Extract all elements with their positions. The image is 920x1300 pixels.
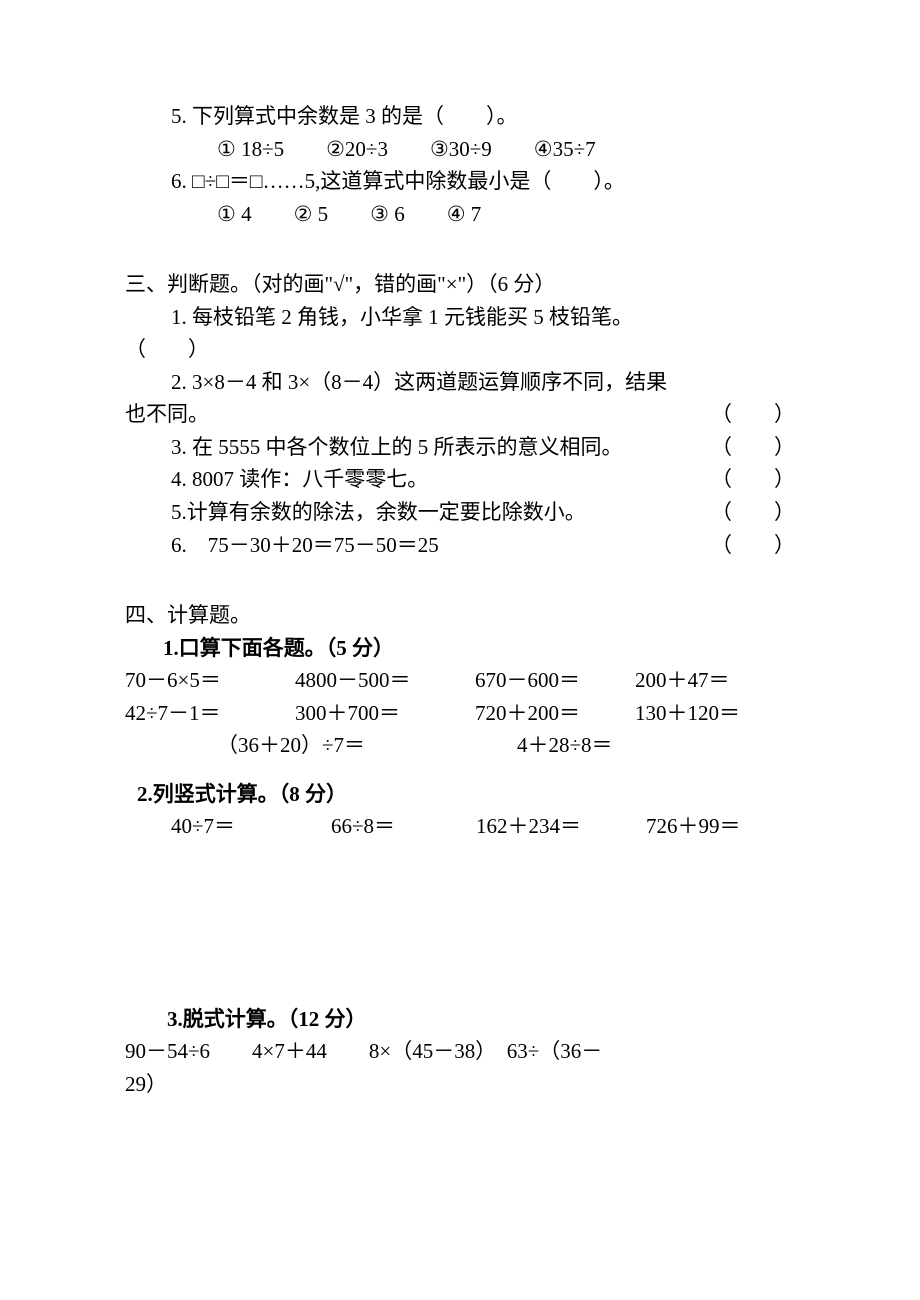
step-calc-line1: 90－54÷6 4×7＋44 8×（45－38） 63÷（36－	[125, 1035, 795, 1068]
judge-q1-line1: 1. 每枝铅笔 2 角钱，小华拿 1 元钱能买 5 枝铅笔。	[125, 301, 795, 334]
section-4-title: 四、计算题。	[125, 599, 795, 632]
section-4: 四、计算题。 1.口算下面各题。（5 分） 70－6×5＝ 4800－500＝ …	[125, 599, 795, 1100]
vcalc-4: 726＋99＝	[646, 810, 741, 843]
section-4-sub3-title: 3.脱式计算。（12 分）	[125, 1003, 795, 1036]
calc-2-2: 300＋700＝	[295, 697, 475, 730]
calc-3-2: 4＋28÷8＝	[517, 729, 613, 762]
vcalc-1: 40÷7＝	[171, 810, 331, 843]
calc-row-2: 42÷7－1＝ 300＋700＝ 720＋200＝ 130＋120＝	[125, 697, 795, 730]
judge-q6-text: 6. 75－30＋20＝75－50＝25	[171, 533, 439, 557]
judge-q2-line1: 2. 3×8－4 和 3×（8－4）这两道题运算顺序不同，结果	[125, 366, 795, 399]
judge-q3-text: 3. 在 5555 中各个数位上的 5 所表示的意义相同。	[171, 435, 623, 459]
question-5-stem: 5. 下列算式中余数是 3 的是（ ）。	[125, 100, 795, 133]
judge-q3-blank: （ ）	[711, 431, 795, 464]
calc-2-1: 42÷7－1＝	[125, 697, 295, 730]
step-calc-line2: 29）	[125, 1068, 795, 1101]
judge-q4: 4. 8007 读作：八千零零七。 （ ）	[125, 463, 795, 496]
section-4-sub2-title: 2.列竖式计算。（8 分）	[125, 778, 795, 811]
judge-q6-blank: （ ）	[711, 529, 795, 562]
question-6: 6. □÷□＝□……5,这道算式中除数最小是（ ）。 ① 4 ② 5 ③ 6 ④…	[125, 165, 795, 230]
calc-2-4: 130＋120＝	[635, 697, 795, 730]
judge-q2-blank: （ ）	[711, 398, 795, 431]
calc-row-3: （36＋20）÷7＝ 4＋28÷8＝	[125, 729, 795, 762]
judge-q5: 5.计算有余数的除法，余数一定要比除数小。 （ ）	[125, 496, 795, 529]
vcalc-3: 162＋234＝	[476, 810, 646, 843]
calc-1-1: 70－6×5＝	[125, 664, 295, 697]
judge-q5-text: 5.计算有余数的除法，余数一定要比除数小。	[171, 500, 586, 524]
section-3-title: 三、判断题。（对的画"√"，错的画"×"）（6 分）	[125, 268, 795, 301]
section-3: 三、判断题。（对的画"√"，错的画"×"）（6 分） 1. 每枝铅笔 2 角钱，…	[125, 268, 795, 561]
calc-row-1: 70－6×5＝ 4800－500＝ 670－600＝ 200＋47＝	[125, 664, 795, 697]
section-4-sub1-title: 1.口算下面各题。（5 分）	[125, 632, 795, 665]
judge-q6: 6. 75－30＋20＝75－50＝25 （ ）	[125, 529, 795, 562]
judge-q5-blank: （ ）	[711, 496, 795, 529]
question-5-choices: ① 18÷5 ②20÷3 ③30÷9 ④35÷7	[125, 133, 795, 166]
judge-q4-blank: （ ）	[711, 463, 795, 496]
judge-q3: 3. 在 5555 中各个数位上的 5 所表示的意义相同。 （ ）	[125, 431, 795, 464]
question-6-stem: 6. □÷□＝□……5,这道算式中除数最小是（ ）。	[125, 165, 795, 198]
judge-q4-text: 4. 8007 读作：八千零零七。	[171, 467, 428, 491]
judge-q2-text: 也不同。	[125, 402, 209, 426]
judge-q1-line2: （ ）	[125, 333, 795, 366]
question-6-choices: ① 4 ② 5 ③ 6 ④ 7	[125, 198, 795, 231]
calc-3-1: （36＋20）÷7＝	[217, 729, 517, 762]
vertical-calc-row: 40÷7＝ 66÷8＝ 162＋234＝ 726＋99＝	[125, 810, 795, 843]
judge-q2-line2: 也不同。 （ ）	[125, 398, 795, 431]
calc-1-3: 670－600＝	[475, 664, 635, 697]
calc-1-4: 200＋47＝	[635, 664, 795, 697]
calc-1-2: 4800－500＝	[295, 664, 475, 697]
vcalc-2: 66÷8＝	[331, 810, 476, 843]
calc-2-3: 720＋200＝	[475, 697, 635, 730]
question-5: 5. 下列算式中余数是 3 的是（ ）。 ① 18÷5 ②20÷3 ③30÷9 …	[125, 100, 795, 165]
